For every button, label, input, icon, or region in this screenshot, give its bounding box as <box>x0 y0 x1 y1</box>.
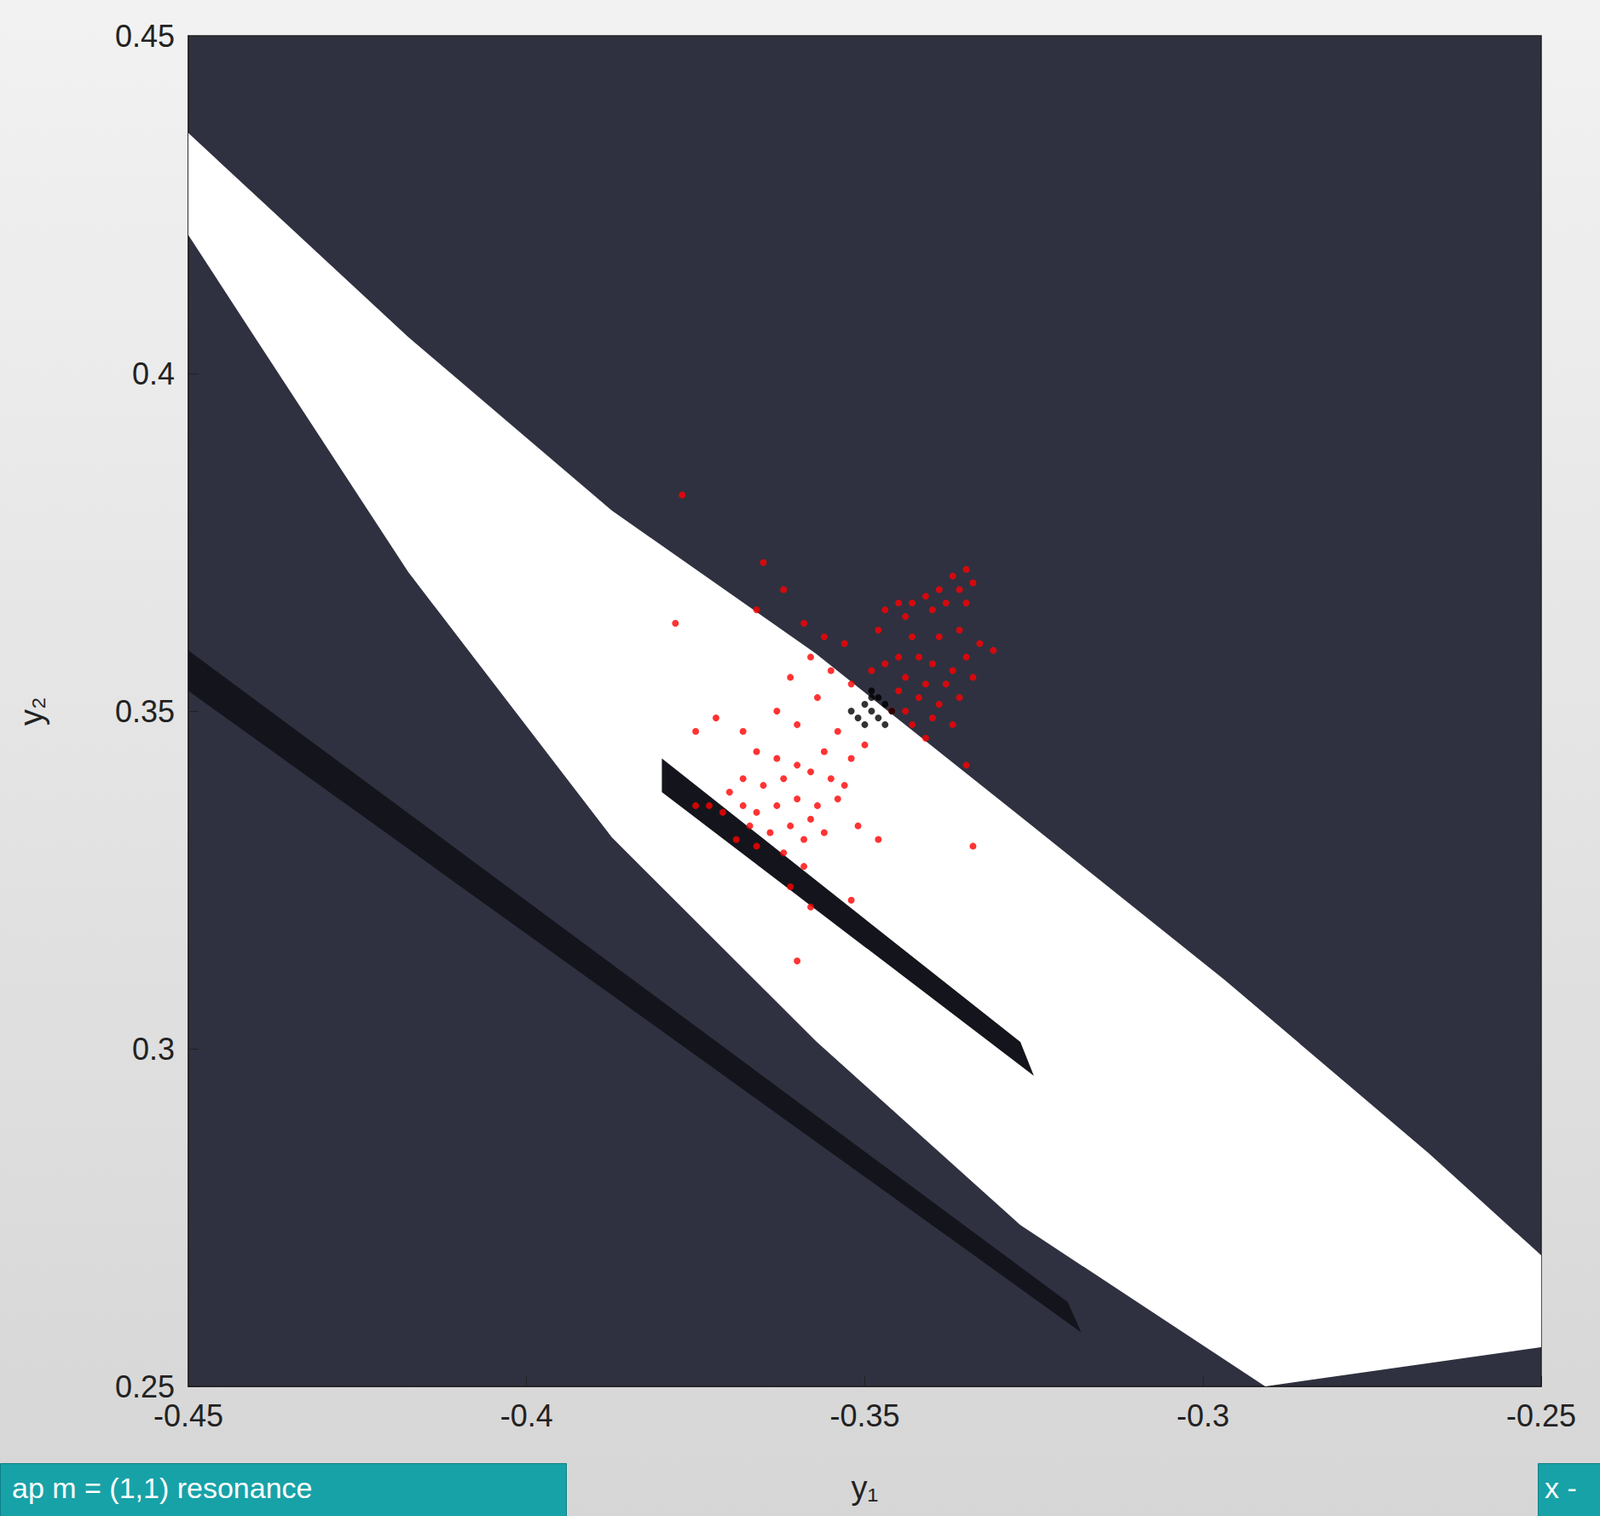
svg-text:0.45: 0.45 <box>115 18 175 54</box>
svg-text:-0.4: -0.4 <box>500 1397 554 1433</box>
svg-text:x -: x - <box>1544 1471 1577 1504</box>
svg-text:y₂: y₂ <box>13 696 50 726</box>
svg-text:-0.25: -0.25 <box>1506 1397 1577 1433</box>
svg-text:0.25: 0.25 <box>114 1368 175 1404</box>
svg-text:-0.45: -0.45 <box>153 1397 224 1433</box>
svg-text:y₁: y₁ <box>851 1469 879 1506</box>
svg-text:ap m = (1,1) resonance: ap m = (1,1) resonance <box>11 1471 312 1504</box>
svg-text:-0.35: -0.35 <box>829 1397 900 1433</box>
svg-text:0.3: 0.3 <box>132 1031 175 1067</box>
svg-text:0.35: 0.35 <box>115 693 175 729</box>
svg-text:0.4: 0.4 <box>132 356 175 392</box>
svg-text:-0.3: -0.3 <box>1176 1397 1230 1433</box>
